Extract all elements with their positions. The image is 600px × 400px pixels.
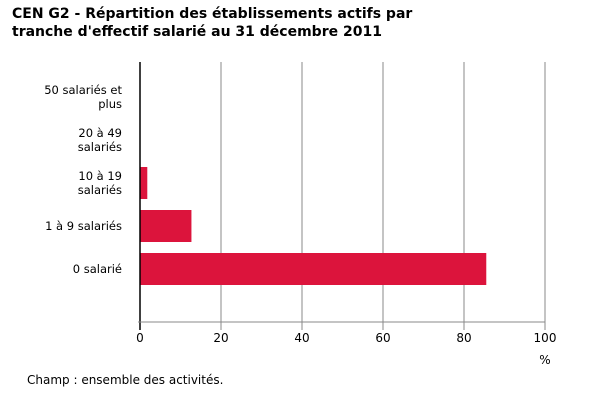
category-label: salariés [78,183,122,197]
category-label: 0 salarié [73,262,122,276]
x-tick-label: 0 [136,331,144,345]
category-label: plus [98,97,122,111]
x-tick-label: 20 [213,331,228,345]
x-tick-label: 100 [534,331,557,345]
chart-title-line-2: tranche d'effectif salarié au 31 décembr… [12,24,382,40]
category-label: 1 à 9 salariés [45,219,122,233]
x-axis-label: % [539,353,550,367]
x-tick-label: 80 [456,331,471,345]
category-label: 20 à 49 [78,126,122,140]
bar [140,253,487,285]
x-tick-label: 40 [294,331,309,345]
x-tick-label: 60 [375,331,390,345]
category-label: 50 salariés et [44,83,122,97]
chart-title: CEN G2 - Répartition des établissements … [12,5,412,41]
chart-title-line-1: CEN G2 - Répartition des établissements … [12,6,413,22]
footnote: Champ : ensemble des activités. [27,373,224,387]
bar [140,210,192,242]
bar [140,167,148,199]
category-label: 10 à 19 [78,169,122,183]
category-label: salariés [78,140,122,154]
